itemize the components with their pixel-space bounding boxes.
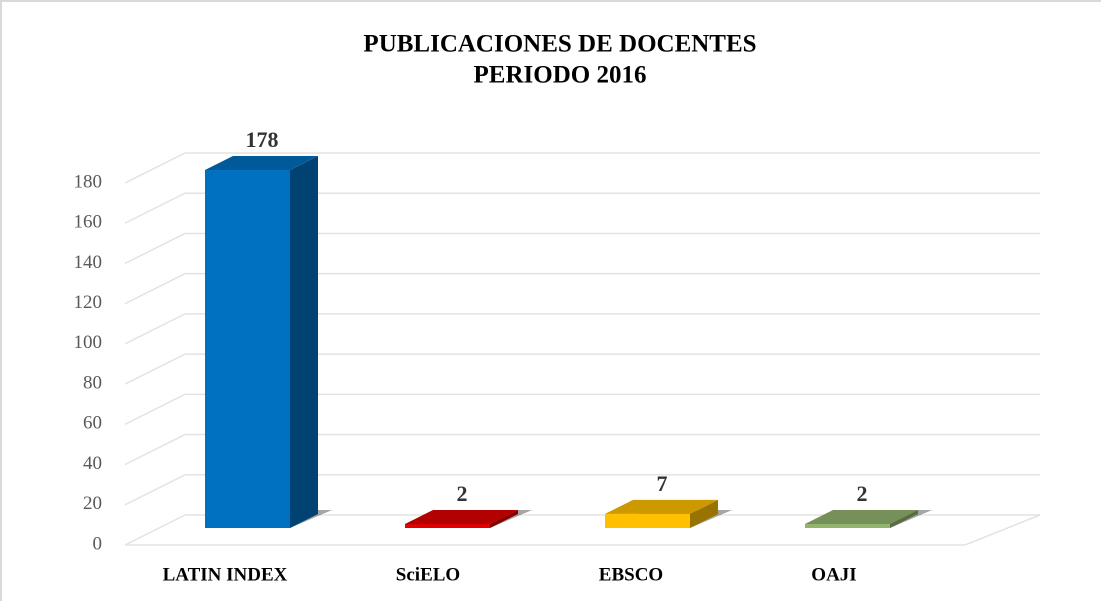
grid-line <box>124 152 186 184</box>
bar-top <box>205 156 318 171</box>
grid-line <box>124 272 186 305</box>
chart-subtitle: PERIODO 2016 <box>474 62 647 89</box>
grid-line <box>124 353 186 385</box>
y-tick-label: 180 <box>74 171 103 192</box>
bar-top <box>805 509 918 524</box>
y-tick-label: 120 <box>74 292 103 313</box>
data-label: 2 <box>857 481 868 506</box>
bar-side <box>290 156 318 528</box>
y-tick-label: 160 <box>74 212 103 233</box>
y-tick-label: 0 <box>93 533 103 554</box>
grid-line <box>124 514 186 546</box>
floor-line <box>964 514 1041 546</box>
x-tick-label: LATIN INDEX <box>163 564 288 585</box>
bar <box>605 513 690 528</box>
bar-top <box>605 499 718 514</box>
x-tick-label: EBSCO <box>599 564 663 585</box>
bar-side <box>890 509 918 528</box>
data-label: 7 <box>657 471 668 496</box>
y-tick-label: 140 <box>74 252 103 273</box>
y-tick-label: 80 <box>83 372 102 393</box>
grid-line <box>124 192 186 224</box>
chart-title: PUBLICACIONES DE DOCENTES <box>363 31 756 58</box>
y-tick-label: 40 <box>83 453 102 474</box>
bar <box>805 523 890 528</box>
y-tick-label: 20 <box>83 493 102 514</box>
grid-line <box>124 232 186 265</box>
bar-top <box>405 509 518 524</box>
grid-line <box>124 393 186 426</box>
bar <box>205 170 290 528</box>
y-tick-label: 100 <box>74 332 103 353</box>
grid-line <box>124 474 186 506</box>
x-tick-label: OAJI <box>811 564 856 585</box>
data-label: 2 <box>457 481 468 506</box>
x-tick-label: SciELO <box>396 564 460 585</box>
grid-line <box>124 433 186 466</box>
bar <box>405 523 490 528</box>
bar-side <box>690 499 718 528</box>
grid-line <box>124 313 186 345</box>
y-tick-label: 60 <box>83 413 102 434</box>
data-label: 178 <box>246 127 279 152</box>
bar-side <box>490 509 518 528</box>
